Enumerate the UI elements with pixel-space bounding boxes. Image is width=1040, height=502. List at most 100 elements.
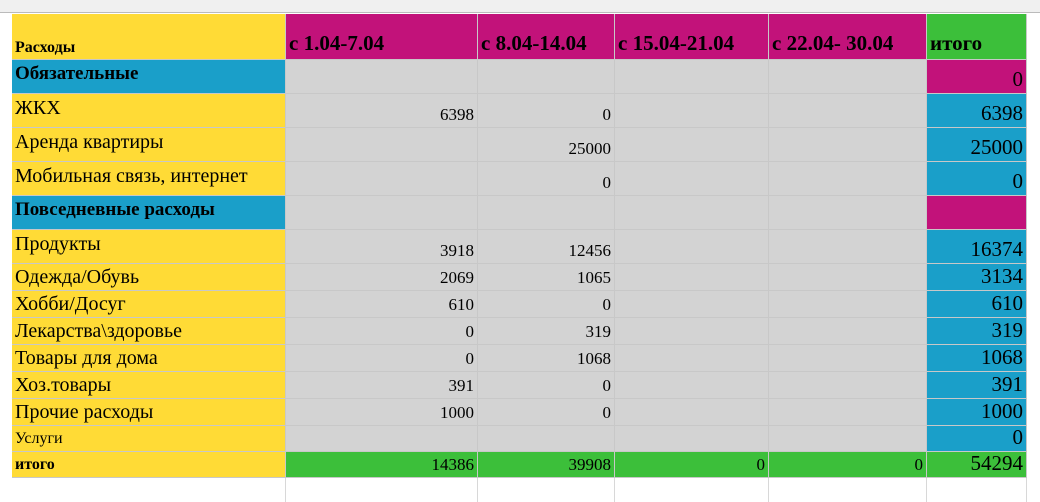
- cell[interactable]: [769, 372, 927, 399]
- cell[interactable]: 1000: [286, 399, 478, 426]
- cell[interactable]: 0: [286, 318, 478, 345]
- cell[interactable]: 3918: [286, 230, 478, 264]
- cell[interactable]: [769, 399, 927, 426]
- cell[interactable]: [615, 372, 769, 399]
- cell[interactable]: [769, 128, 927, 162]
- cell[interactable]: с 1.04-7.04: [286, 14, 478, 60]
- cell[interactable]: 0: [478, 399, 615, 426]
- grid-line: [926, 478, 927, 502]
- cell[interactable]: 0: [927, 425, 1027, 452]
- cell[interactable]: Продукты: [12, 230, 286, 264]
- cell[interactable]: 0: [478, 291, 615, 318]
- cell[interactable]: 14386: [286, 452, 478, 478]
- cell[interactable]: [478, 196, 615, 230]
- cell[interactable]: 2069: [286, 264, 478, 291]
- cell[interactable]: 0: [478, 94, 615, 128]
- cell[interactable]: Обязательные: [12, 60, 286, 94]
- cell[interactable]: Услуги: [12, 426, 286, 452]
- cell[interactable]: 391: [286, 372, 478, 399]
- cell[interactable]: [769, 291, 927, 318]
- cell[interactable]: Прочие расходы: [12, 399, 286, 426]
- cell[interactable]: 0: [927, 162, 1027, 196]
- cell[interactable]: [769, 318, 927, 345]
- cell[interactable]: 1000: [927, 399, 1027, 426]
- cell[interactable]: [615, 345, 769, 372]
- cell[interactable]: ЖКХ: [12, 94, 286, 128]
- cell[interactable]: [769, 94, 927, 128]
- cell[interactable]: 25000: [478, 128, 615, 162]
- cell[interactable]: Хоз.товары: [12, 372, 286, 399]
- cell[interactable]: [615, 399, 769, 426]
- cell[interactable]: 1068: [478, 345, 615, 372]
- cell[interactable]: [615, 291, 769, 318]
- cell-text: 1068: [981, 345, 1023, 369]
- cell[interactable]: 6398: [286, 94, 478, 128]
- cell[interactable]: 25000: [927, 128, 1027, 162]
- cell[interactable]: итого: [927, 14, 1027, 60]
- grid-line: [285, 478, 286, 502]
- cell[interactable]: [615, 196, 769, 230]
- cell[interactable]: 0: [769, 452, 927, 478]
- cell[interactable]: [286, 162, 478, 196]
- cell[interactable]: 391: [927, 372, 1027, 399]
- cell[interactable]: Лекарства\здоровье: [12, 318, 286, 345]
- cell[interactable]: 16374: [927, 230, 1027, 264]
- cell[interactable]: с 15.04-21.04: [615, 14, 769, 60]
- cell[interactable]: 6398: [927, 94, 1027, 128]
- cell[interactable]: Хобби/Досуг: [12, 291, 286, 318]
- cell[interactable]: 54294: [927, 451, 1027, 478]
- cell[interactable]: [615, 60, 769, 94]
- cell[interactable]: 0: [478, 372, 615, 399]
- cell[interactable]: [615, 162, 769, 196]
- cell[interactable]: 0: [927, 60, 1027, 94]
- cell[interactable]: 1065: [478, 264, 615, 291]
- cell-text: итого: [15, 455, 55, 473]
- cell[interactable]: [615, 426, 769, 452]
- cell[interactable]: с 22.04- 30.04: [769, 14, 927, 60]
- cell[interactable]: [769, 230, 927, 264]
- cell[interactable]: [286, 60, 478, 94]
- cell[interactable]: [769, 60, 927, 94]
- grid-line: [1026, 478, 1027, 502]
- cell[interactable]: Повседневные расходы: [12, 196, 286, 230]
- cell[interactable]: [286, 128, 478, 162]
- cell[interactable]: [615, 94, 769, 128]
- grid-line: [477, 478, 478, 502]
- cell[interactable]: 0: [478, 162, 615, 196]
- cell[interactable]: 3134: [927, 264, 1027, 291]
- cell[interactable]: 0: [286, 345, 478, 372]
- cell[interactable]: 39908: [478, 452, 615, 478]
- cell[interactable]: [615, 230, 769, 264]
- cell-text: Обязательные: [15, 63, 139, 84]
- cell[interactable]: [615, 264, 769, 291]
- cell[interactable]: [769, 162, 927, 196]
- cell[interactable]: 0: [615, 452, 769, 478]
- cell[interactable]: 1068: [927, 345, 1027, 372]
- cell[interactable]: [286, 426, 478, 452]
- cell[interactable]: Товары для дома: [12, 345, 286, 372]
- cell[interactable]: [769, 345, 927, 372]
- cell[interactable]: [769, 264, 927, 291]
- cell[interactable]: с 8.04-14.04: [478, 14, 615, 60]
- cell[interactable]: 610: [286, 291, 478, 318]
- cell[interactable]: 610: [927, 291, 1027, 318]
- cell[interactable]: [769, 426, 927, 452]
- cell[interactable]: Одежда/Обувь: [12, 264, 286, 291]
- cell[interactable]: 319: [927, 318, 1027, 345]
- cell-text: 0: [602, 105, 612, 124]
- cell[interactable]: [286, 196, 478, 230]
- cell-text: с 22.04- 30.04: [772, 31, 894, 55]
- cell[interactable]: итого: [12, 452, 286, 478]
- cell[interactable]: [615, 128, 769, 162]
- cell[interactable]: [478, 426, 615, 452]
- cell[interactable]: 12456: [478, 230, 615, 264]
- cell[interactable]: [478, 60, 615, 94]
- cell[interactable]: 319: [478, 318, 615, 345]
- cell[interactable]: Мобильная связь, интернет: [12, 162, 286, 196]
- cell[interactable]: [927, 196, 1027, 230]
- cell[interactable]: Расходы: [12, 14, 286, 60]
- cell[interactable]: [615, 318, 769, 345]
- cell[interactable]: [769, 196, 927, 230]
- cell-text: Хоз.товары: [15, 373, 112, 396]
- cell[interactable]: Аренда квартиры: [12, 128, 286, 162]
